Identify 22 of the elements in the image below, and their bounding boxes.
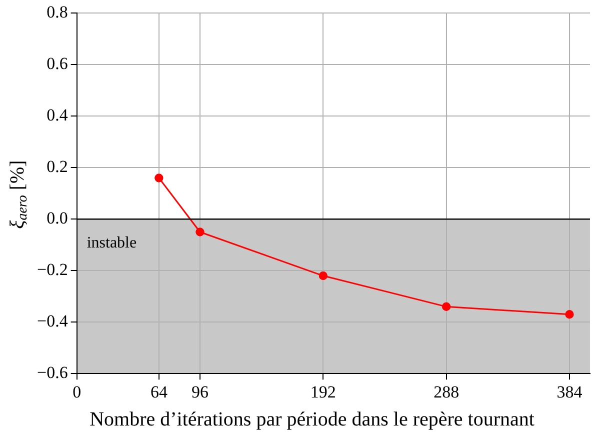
band-label: instable bbox=[86, 234, 137, 252]
point bbox=[565, 310, 574, 319]
point bbox=[196, 228, 204, 236]
x-tick-label: 96 bbox=[191, 382, 208, 402]
y-tick-label: 0.6 bbox=[46, 54, 68, 74]
y-tick-label: 0.2 bbox=[46, 157, 68, 176]
point bbox=[442, 302, 451, 311]
x-tick-label: 384 bbox=[556, 382, 583, 402]
x-tick-label: 0 bbox=[72, 382, 82, 402]
y-tick-label: −0.6 bbox=[36, 363, 68, 382]
y-axis-title: ξaero [%] bbox=[6, 160, 31, 229]
x-axis-title: Nombre d’itérations par période dans le repère tournant bbox=[90, 408, 535, 430]
point bbox=[318, 272, 328, 280]
x-tick-label: 64 bbox=[150, 382, 168, 402]
y-tick-label: −0.2 bbox=[36, 260, 68, 280]
x-tick-label: 192 bbox=[310, 382, 336, 402]
y-tick-label: −0.4 bbox=[36, 312, 68, 331]
y-tick-label: 0.0 bbox=[46, 208, 68, 228]
x-tick-label: 288 bbox=[434, 382, 460, 402]
y-tick-label: 0.8 bbox=[46, 2, 68, 22]
point bbox=[154, 174, 164, 182]
y-tick-label: 0.4 bbox=[46, 106, 68, 125]
